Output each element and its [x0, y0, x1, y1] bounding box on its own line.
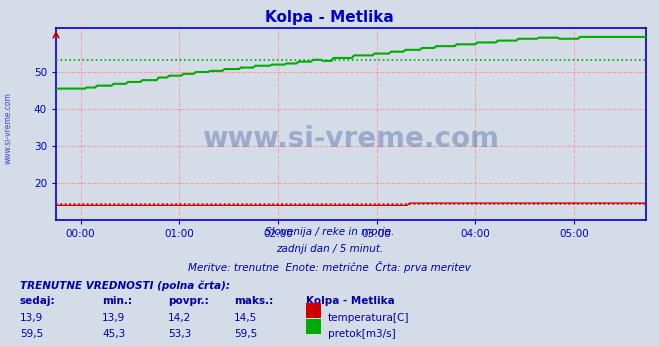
- Text: zadnji dan / 5 minut.: zadnji dan / 5 minut.: [276, 244, 383, 254]
- Text: Meritve: trenutne  Enote: metrične  Črta: prva meritev: Meritve: trenutne Enote: metrične Črta: …: [188, 261, 471, 273]
- Text: 45,3: 45,3: [102, 329, 125, 339]
- Text: 13,9: 13,9: [102, 313, 125, 323]
- Text: sedaj:: sedaj:: [20, 296, 55, 306]
- Text: Kolpa - Metlika: Kolpa - Metlika: [306, 296, 395, 306]
- Text: pretok[m3/s]: pretok[m3/s]: [328, 329, 395, 339]
- Text: 59,5: 59,5: [234, 329, 257, 339]
- Text: 53,3: 53,3: [168, 329, 191, 339]
- Text: Kolpa - Metlika: Kolpa - Metlika: [265, 10, 394, 25]
- Text: Slovenija / reke in morje.: Slovenija / reke in morje.: [265, 227, 394, 237]
- Text: 14,2: 14,2: [168, 313, 191, 323]
- Text: min.:: min.:: [102, 296, 132, 306]
- Text: 59,5: 59,5: [20, 329, 43, 339]
- Text: www.si-vreme.com: www.si-vreme.com: [202, 125, 500, 153]
- Text: temperatura[C]: temperatura[C]: [328, 313, 409, 323]
- Text: povpr.:: povpr.:: [168, 296, 209, 306]
- Text: 13,9: 13,9: [20, 313, 43, 323]
- Text: maks.:: maks.:: [234, 296, 273, 306]
- Text: TRENUTNE VREDNOSTI (polna črta):: TRENUTNE VREDNOSTI (polna črta):: [20, 280, 230, 291]
- Text: www.si-vreme.com: www.si-vreme.com: [3, 92, 13, 164]
- Text: 14,5: 14,5: [234, 313, 257, 323]
